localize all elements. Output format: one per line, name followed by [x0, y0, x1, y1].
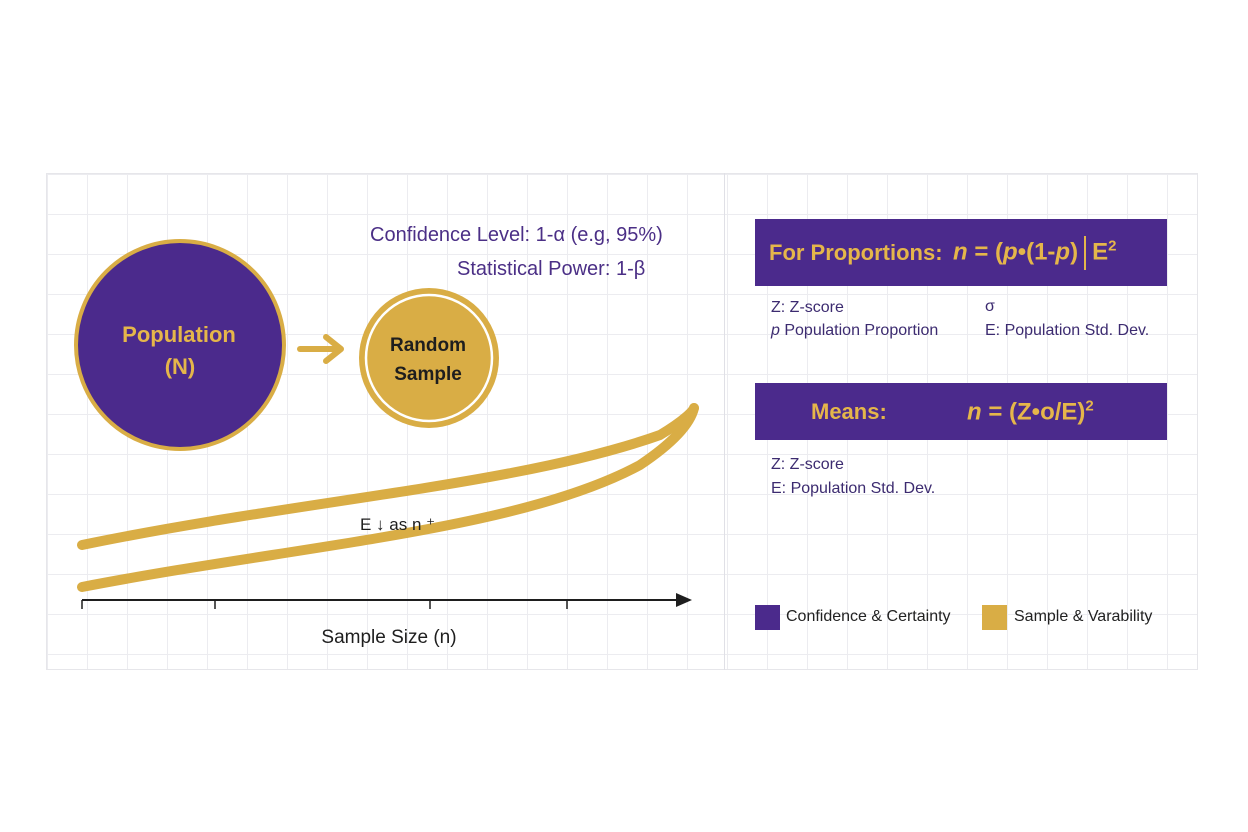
- proportions-def-e: E: Population Std. Dev.: [985, 322, 1150, 339]
- population-label-line2: (N): [165, 354, 196, 379]
- random-sample-circle: [359, 288, 499, 428]
- confidence-level-text: Confidence Level: 1-α (e.g, 95%): [370, 224, 663, 246]
- formula-dot: •(1-: [1017, 237, 1056, 265]
- proportions-formula: n = (p•(1-p) E2: [953, 235, 1117, 270]
- means-formula-exp: 2: [1085, 397, 1094, 414]
- population-label-line1: Population: [122, 322, 236, 347]
- formula-divider: [1084, 235, 1087, 270]
- statistical-power-text: Statistical Power: 1-β: [457, 258, 646, 280]
- formula-p2: p: [1055, 237, 1071, 265]
- panel-divider: [724, 173, 725, 670]
- x-axis: [81, 593, 692, 609]
- error-ribbon-curve: [77, 403, 699, 592]
- sample-label-line2: Sample: [394, 364, 462, 385]
- formula-n: n: [953, 237, 968, 265]
- proportions-formula-box: For Proportions: n = (p•(1-p) E2: [755, 219, 1167, 286]
- formula-eq: = (: [967, 237, 1004, 265]
- legend-label-confidence: Confidence & Certainty: [786, 608, 951, 625]
- formula-exp: 2: [1108, 236, 1117, 254]
- x-axis-label: Sample Size (n): [321, 627, 456, 648]
- formula-e: E: [1092, 237, 1109, 265]
- arrow-icon: [297, 334, 344, 364]
- means-def-e: E: Population Std. Dev.: [771, 480, 936, 497]
- means-formula-n: n: [967, 398, 982, 425]
- proportions-def-p: p Population Proportion: [771, 322, 938, 340]
- legend-swatch-sample: [982, 605, 1007, 630]
- legend-swatch-confidence: [755, 605, 780, 630]
- sample-label-line1: Random: [390, 335, 466, 356]
- proportions-def-z: Z: Z-score: [771, 299, 844, 316]
- legend-label-sample: Sample & Varability: [1014, 608, 1153, 625]
- means-formula-box: Means: n = (Z•o/E)2: [755, 383, 1167, 440]
- means-label: Means:: [811, 398, 887, 424]
- formula-p1: p: [1003, 237, 1018, 265]
- means-def-z: Z: Z-score: [771, 456, 844, 473]
- curve-label: E ↓ as n ⁺: [360, 515, 435, 534]
- proportions-def-p-symbol: p: [771, 322, 780, 339]
- population-circle: [74, 239, 286, 451]
- means-formula-rhs: = (Z•o/E): [981, 398, 1086, 425]
- means-formula: n = (Z•o/E)2: [967, 397, 1094, 426]
- proportions-def-sigma: σ: [985, 298, 995, 315]
- formula-close: ): [1070, 237, 1079, 265]
- proportions-def-p-text: Population Proportion: [779, 322, 939, 339]
- proportions-label: For Proportions:: [769, 239, 943, 265]
